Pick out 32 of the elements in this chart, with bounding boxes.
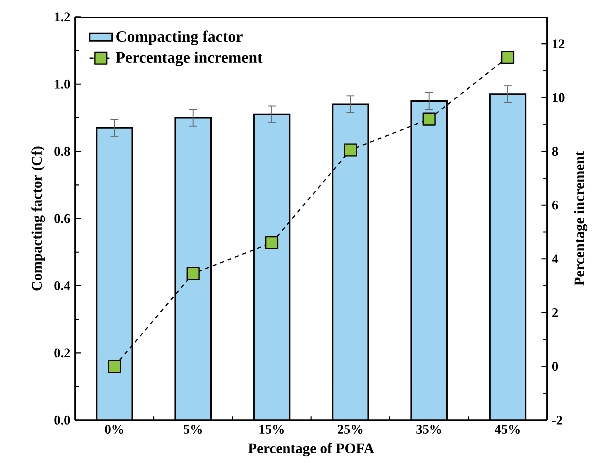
y2-tick-label: 0 xyxy=(552,362,558,372)
point xyxy=(501,50,515,64)
y-tick-label: 0.4 xyxy=(54,282,70,290)
x-axis-title: Percentage of POFA xyxy=(248,443,374,457)
x-tick-label: 0% xyxy=(105,425,124,434)
point xyxy=(108,360,122,374)
legend-label: Compacting factor xyxy=(116,30,243,46)
point xyxy=(344,144,358,157)
y2-tick-label: 12 xyxy=(553,40,565,48)
y-axis-title: Compacting factor (Cf) xyxy=(32,146,46,291)
y-tick-label: 0.2 xyxy=(54,348,70,358)
x-tick-label: 25% xyxy=(338,425,363,434)
y-tick-label: 0.0 xyxy=(54,416,70,425)
x-tick-label: 35% xyxy=(416,425,442,434)
point xyxy=(186,267,200,280)
point xyxy=(265,236,279,250)
y2-tick-label: -2 xyxy=(552,416,562,425)
y-tick-label: 0.6 xyxy=(54,214,70,224)
y-tick-label: 1.2 xyxy=(55,12,70,22)
y2-tick-label: 6 xyxy=(552,200,558,210)
y-tick-label: 0.8 xyxy=(54,147,70,156)
x-tick-label: 5% xyxy=(184,425,202,434)
y2-tick-label: 10 xyxy=(553,93,565,102)
y2-axis-title: Percentage increment xyxy=(574,151,588,286)
y-tick-label: 1.0 xyxy=(55,80,70,89)
point xyxy=(422,112,436,126)
x-tick-label: 45% xyxy=(494,425,520,434)
y2-tick-label: 4 xyxy=(552,254,558,264)
y2-tick-label: 2 xyxy=(552,308,558,318)
legend-label: Percentage increment xyxy=(116,52,263,66)
y2-tick-label: 8 xyxy=(552,147,558,156)
x-tick-label: 15% xyxy=(260,425,284,434)
